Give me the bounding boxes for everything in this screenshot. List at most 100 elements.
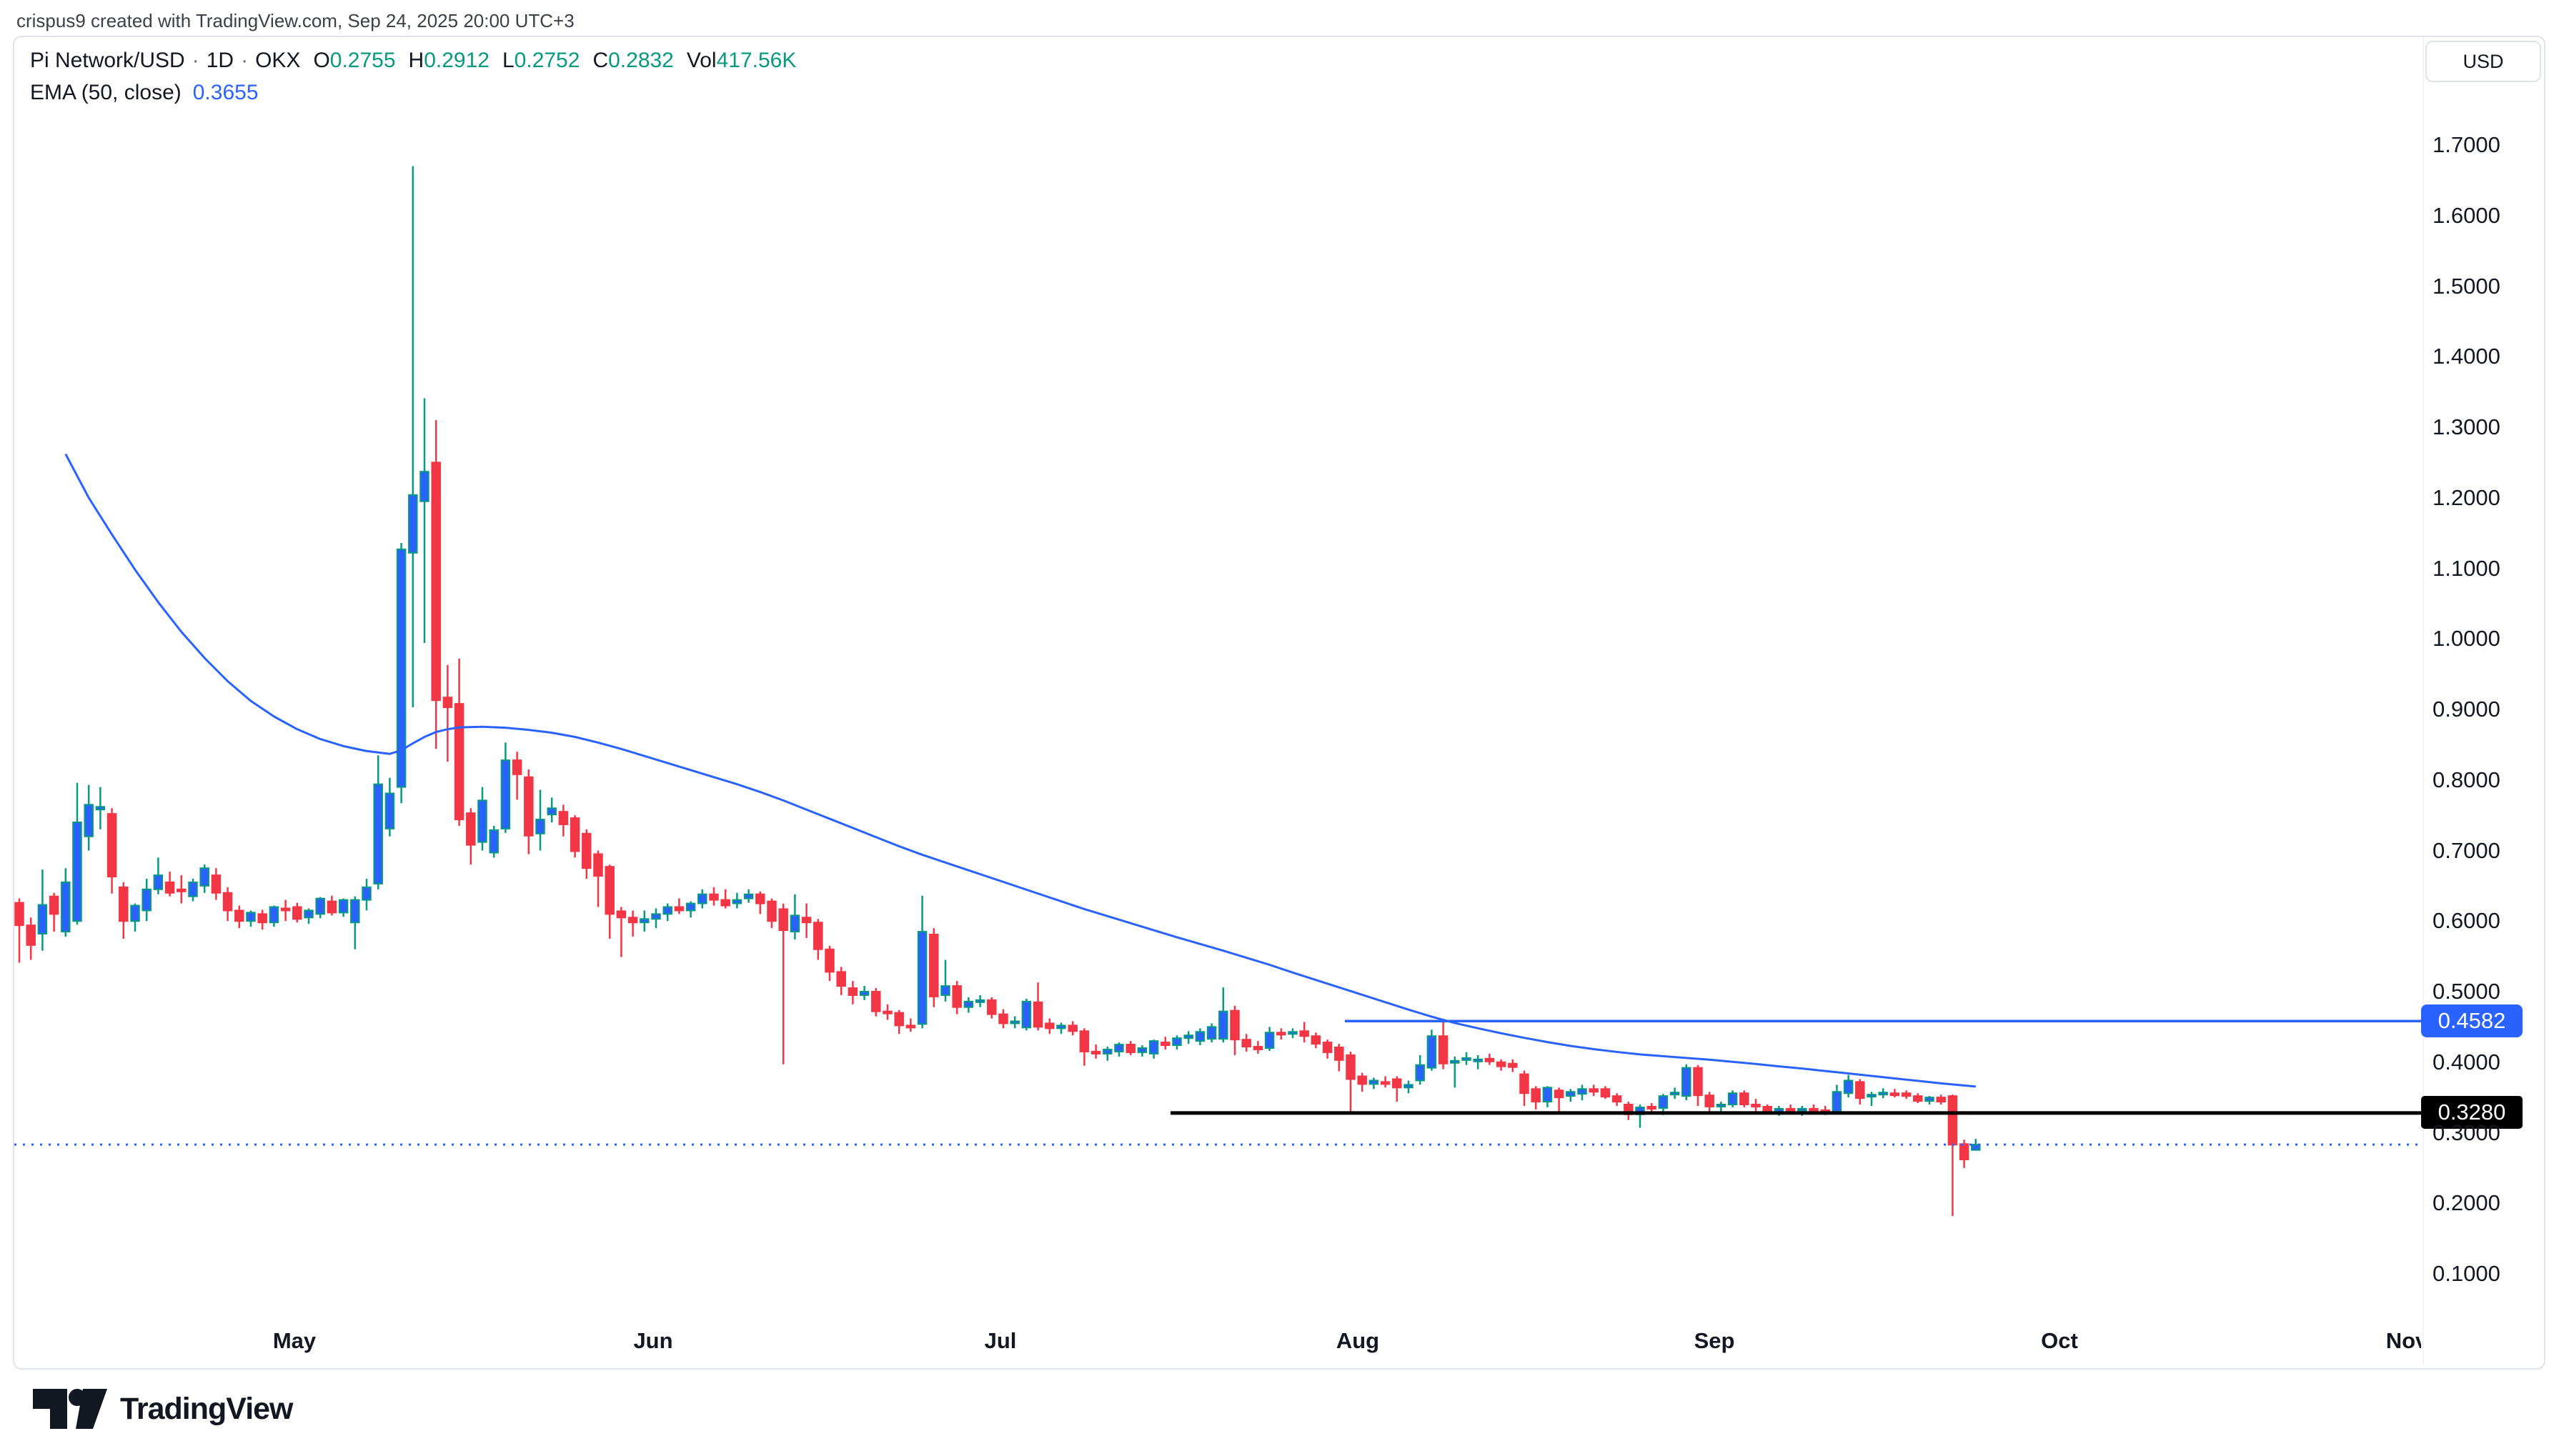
candle-up (975, 999, 985, 1003)
candle-up (640, 918, 650, 924)
ema50-line[interactable] (64, 453, 1976, 1088)
candle-up (1797, 1107, 1807, 1112)
candle-down (1809, 1107, 1819, 1112)
candle-down (1519, 1073, 1529, 1095)
candle-up (350, 899, 360, 924)
candle-down (1611, 1095, 1622, 1103)
candle-down (1346, 1054, 1356, 1080)
ema-label[interactable]: EMA (50, close) (30, 81, 182, 104)
candle-up (1114, 1044, 1124, 1052)
candle-down (1068, 1024, 1078, 1032)
candle-up (535, 819, 545, 834)
candle-down (1936, 1097, 1946, 1103)
candle-down (952, 985, 962, 1008)
candle-down (720, 899, 730, 907)
candle-down (1913, 1095, 1923, 1102)
candle-up (1658, 1095, 1669, 1109)
candle-up (130, 904, 140, 922)
price-tick-label: 1.7000 (2433, 132, 2500, 157)
price-tick-label: 1.3000 (2433, 414, 2500, 439)
low-value: 0.2752 (514, 49, 580, 72)
candle-down (222, 892, 233, 912)
candle-down (558, 811, 569, 825)
candle-up (697, 893, 707, 904)
candle-down (813, 922, 823, 950)
price-scale[interactable] (2423, 37, 2554, 1365)
candle-up (1774, 1107, 1784, 1112)
candle-down (1589, 1088, 1599, 1093)
chart-widget-frame (13, 36, 2545, 1370)
ema-indicator-row[interactable]: EMA (50, close) 0.3655 (30, 79, 796, 106)
exchange-label[interactable]: OKX (255, 49, 301, 72)
candle-up (1681, 1067, 1691, 1097)
candle-up (743, 893, 754, 899)
candle-down (755, 893, 765, 904)
candle-down (1554, 1089, 1564, 1099)
candle-up (1450, 1059, 1460, 1064)
close-value: 0.2832 (608, 49, 674, 72)
candle-down (49, 895, 59, 915)
candle-down (1785, 1107, 1796, 1112)
candle-down (1079, 1030, 1090, 1052)
candle-up (419, 471, 429, 502)
candle-down (987, 999, 997, 1015)
time-scale[interactable]: May Jun Jul Aug Sep Oct Nov (14, 1325, 2421, 1365)
candle-down (1889, 1092, 1900, 1097)
open-label: O (313, 49, 330, 72)
price-tick-label: 0.8000 (2433, 767, 2500, 792)
candle-up (489, 829, 499, 854)
candle-up (1218, 1010, 1228, 1040)
resistance-price-badge: 0.4582 (2421, 1004, 2523, 1037)
currency-usd-button[interactable]: USD (2425, 41, 2541, 82)
support-price-badge: 0.3280 (2421, 1096, 2523, 1129)
symbol-name[interactable]: Pi Network/USD (30, 49, 185, 72)
volume-label: Vol (686, 49, 717, 72)
tradingview-logo-icon (33, 1389, 107, 1429)
candle-down (119, 886, 129, 922)
candle-up (1843, 1079, 1854, 1095)
candle-down (1739, 1092, 1749, 1105)
candle-up (304, 909, 314, 919)
high-value: 0.2912 (424, 49, 490, 72)
price-tick-label: 1.4000 (2433, 344, 2500, 369)
candle-down (211, 874, 222, 894)
price-tick-label: 0.2000 (2433, 1190, 2500, 1216)
candle-down (1762, 1105, 1772, 1112)
candle-down (616, 910, 627, 919)
tradingview-logo-text: TradingView (120, 1391, 293, 1426)
candle-down (292, 906, 302, 920)
candle-up (1148, 1040, 1159, 1054)
candle-up (963, 1000, 974, 1008)
candle-down (1484, 1057, 1495, 1062)
ema-value: 0.3655 (192, 81, 259, 104)
candle-up (246, 912, 256, 922)
tradingview-logo[interactable]: TradingView (33, 1389, 293, 1429)
candle-up (153, 874, 164, 890)
candle-down (257, 913, 267, 924)
symbol-ohlc-row[interactable]: Pi Network/USD · 1D · OKX O0.2755 H0.291… (30, 47, 796, 74)
candle-down (177, 888, 187, 892)
candle-down (1901, 1092, 1912, 1097)
candle-down (1959, 1143, 1969, 1161)
candle-down (1230, 1009, 1240, 1041)
candle-up (1172, 1037, 1182, 1047)
candle-up (859, 991, 870, 996)
candle-down (442, 697, 453, 709)
price-tick-label: 0.9000 (2433, 697, 2500, 722)
price-tick-label: 0.5000 (2433, 979, 2500, 1004)
high-label: H (408, 49, 424, 72)
candle-up (1288, 1031, 1298, 1035)
interval-label[interactable]: 1D (206, 49, 234, 72)
time-axis-label: May (272, 1328, 317, 1353)
candle-up (1056, 1024, 1066, 1029)
candle-up (1473, 1058, 1483, 1062)
candle-down (1947, 1095, 1958, 1146)
price-tick-label: 1.5000 (2433, 273, 2500, 299)
candle-up (1426, 1035, 1437, 1069)
candle-up (1103, 1048, 1113, 1054)
candle-down (1126, 1044, 1136, 1053)
candle-up (84, 804, 94, 837)
candle-down (431, 462, 441, 702)
candle-up (1403, 1084, 1413, 1089)
